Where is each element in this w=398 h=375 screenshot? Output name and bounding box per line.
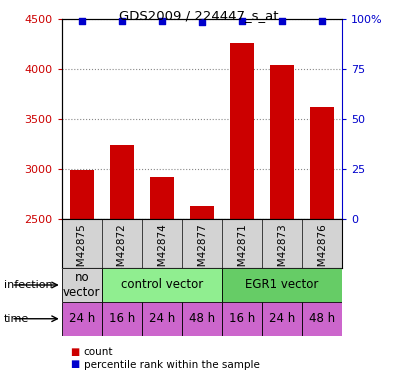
Point <box>159 18 165 24</box>
Text: 48 h: 48 h <box>309 312 335 325</box>
Point <box>319 18 326 24</box>
Text: GSM42875: GSM42875 <box>77 223 87 279</box>
Text: GSM42872: GSM42872 <box>117 223 127 279</box>
Bar <box>102 302 142 336</box>
Text: 24 h: 24 h <box>269 312 295 325</box>
Text: GSM42874: GSM42874 <box>157 223 167 279</box>
Bar <box>110 145 134 219</box>
Bar <box>70 170 94 219</box>
Point <box>119 18 125 24</box>
Point <box>279 18 285 24</box>
Bar <box>62 268 102 302</box>
Text: 16 h: 16 h <box>229 312 255 325</box>
Text: ■: ■ <box>70 360 79 369</box>
Text: ■: ■ <box>70 347 79 357</box>
Text: no
vector: no vector <box>63 271 100 299</box>
Text: GSM42873: GSM42873 <box>277 223 287 279</box>
Bar <box>142 302 182 336</box>
Bar <box>230 43 254 219</box>
Bar <box>262 302 302 336</box>
Bar <box>310 107 334 219</box>
Point <box>239 18 245 24</box>
Text: GSM42871: GSM42871 <box>237 223 247 279</box>
Bar <box>182 302 222 336</box>
Text: infection: infection <box>4 280 53 290</box>
Text: count: count <box>84 347 113 357</box>
Text: GSM42877: GSM42877 <box>197 223 207 279</box>
Bar <box>102 268 222 302</box>
Text: EGR1 vector: EGR1 vector <box>246 279 319 291</box>
Text: GSM42876: GSM42876 <box>317 223 327 279</box>
Text: control vector: control vector <box>121 279 203 291</box>
Text: time: time <box>4 314 29 324</box>
Text: GDS2009 / 224447_s_at: GDS2009 / 224447_s_at <box>119 9 279 22</box>
Point <box>199 19 205 25</box>
Bar <box>150 177 174 219</box>
Bar <box>190 206 214 219</box>
Text: 16 h: 16 h <box>109 312 135 325</box>
Text: 24 h: 24 h <box>68 312 95 325</box>
Text: percentile rank within the sample: percentile rank within the sample <box>84 360 259 369</box>
Bar <box>222 268 342 302</box>
Bar <box>222 302 262 336</box>
Point <box>78 18 85 24</box>
Text: 24 h: 24 h <box>149 312 175 325</box>
Bar <box>270 65 294 219</box>
Bar <box>302 302 342 336</box>
Bar <box>62 302 102 336</box>
Text: 48 h: 48 h <box>189 312 215 325</box>
